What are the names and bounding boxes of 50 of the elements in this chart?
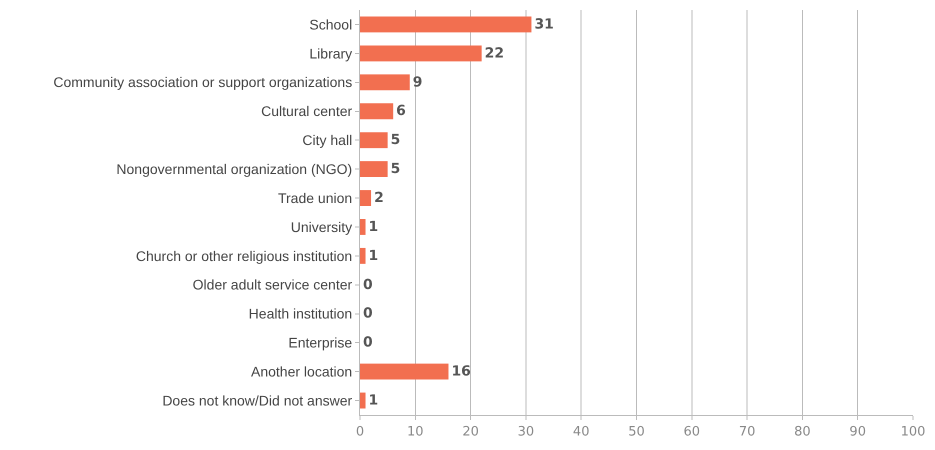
data-label: 1	[368, 218, 378, 235]
x-tick-label: 0	[356, 424, 364, 440]
data-label: 1	[368, 392, 378, 409]
data-label: 6	[396, 103, 406, 120]
x-tick-label: 100	[900, 424, 926, 440]
data-label: 2	[374, 190, 384, 206]
y-tick-label: University	[290, 218, 352, 235]
bar	[360, 132, 388, 148]
data-label: 5	[390, 161, 400, 178]
data-label: 1	[368, 248, 378, 264]
data-label: 9	[412, 74, 422, 90]
data-label: 0	[363, 276, 374, 293]
y-tick-label: Library	[309, 45, 352, 62]
bar	[360, 74, 410, 90]
y-tick-label: Church or other religious institution	[136, 248, 352, 264]
bar	[360, 248, 366, 264]
x-tick-label: 50	[628, 424, 645, 440]
y-tick-label: Nongovernmental organization (NGO)	[116, 161, 352, 178]
bar	[360, 16, 532, 32]
x-tick-label: 30	[518, 424, 534, 440]
y-tick-label: Community association or support organizations	[53, 74, 352, 90]
data-label: 16	[451, 364, 471, 380]
y-tick-label: School	[309, 16, 352, 32]
y-tick-label: Cultural center	[261, 103, 353, 120]
y-tick-label: Enterprise	[288, 334, 352, 351]
data-label: 0	[363, 334, 374, 351]
y-tick-label: Trade union	[278, 190, 352, 206]
x-tick-label: 20	[462, 424, 479, 440]
data-label: 5	[390, 132, 400, 148]
y-tick-label: Does not know/Did not answer	[162, 392, 353, 408]
y-tick-label: City hall	[302, 132, 352, 148]
bar	[360, 392, 366, 408]
x-tick-label: 70	[738, 424, 756, 440]
y-tick-label: Another location	[251, 364, 352, 380]
x-tick-label: 10	[407, 424, 424, 440]
y-tick-label: Health institution	[248, 306, 352, 322]
y-tick-label: Older adult service center	[192, 276, 353, 293]
bar	[360, 161, 388, 178]
x-tick-label: 60	[684, 424, 700, 440]
bar	[360, 190, 372, 206]
data-label: 31	[534, 16, 554, 32]
bar	[360, 219, 366, 235]
data-label: 0	[363, 306, 374, 322]
x-tick-label: 40	[572, 424, 590, 440]
bar	[360, 45, 482, 62]
bar	[360, 103, 394, 120]
bar	[360, 364, 448, 380]
x-tick-label: 80	[794, 424, 811, 440]
x-tick-label: 90	[849, 424, 866, 440]
data-label: 22	[484, 45, 504, 62]
